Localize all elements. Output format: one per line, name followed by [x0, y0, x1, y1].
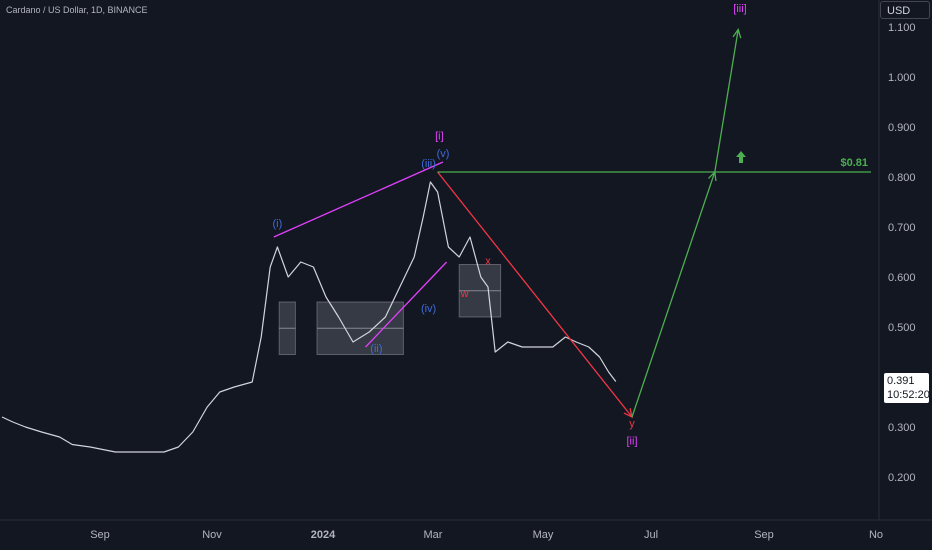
- wave-label-4: (iv): [421, 303, 436, 315]
- wave-label-7: x: [485, 256, 491, 268]
- wave-label-1: (v): [437, 148, 450, 160]
- level-label-0: $0.81: [840, 157, 868, 169]
- wave-label-6: w: [460, 288, 469, 300]
- x-axis: Sep Nov 2024 Mar May Jul Sep No: [90, 529, 883, 541]
- wave-label-5: (ii): [370, 343, 382, 355]
- y-tick-6: 0.500: [888, 322, 916, 334]
- trendline-3: [631, 29, 739, 418]
- x-tick-4: May: [533, 529, 554, 541]
- y-tick-4: 0.700: [888, 222, 916, 234]
- y-tick-8: 0.200: [888, 472, 916, 484]
- candle-countdown: 10:52:20: [887, 389, 930, 401]
- trendline-2: [437, 171, 633, 418]
- trendline-0: [273, 161, 444, 238]
- wave-label-9: [ii]: [627, 436, 638, 448]
- trendline-1: [365, 261, 448, 348]
- price-series-layer: [1, 181, 617, 453]
- y-tick-0: 1.100: [888, 22, 916, 34]
- price-line: [1, 181, 617, 453]
- annotations-layer: [i] (v)(iii) (i) (iv) (ii) w x y [ii] [iii]: [273, 3, 747, 448]
- wave-label-8: y: [629, 418, 635, 430]
- x-tick-2: 2024: [311, 529, 336, 541]
- wave-label-2: (iii): [421, 158, 436, 170]
- y-tick-3: 0.800: [888, 172, 916, 184]
- trendline-arrowhead-3: [732, 28, 742, 39]
- x-tick-5: Jul: [644, 529, 658, 541]
- trendlines-layer: [273, 28, 742, 419]
- x-tick-7: No: [869, 529, 883, 541]
- wave-label-0: [i]: [435, 131, 444, 143]
- current-price: 0.391: [887, 375, 915, 387]
- y-tick-2: 0.900: [888, 122, 916, 134]
- y-tick-1: 1.000: [888, 72, 916, 84]
- zones-layer: [278, 264, 502, 355]
- current-price-badge: 0.391 10:52:20: [884, 373, 930, 403]
- y-tick-5: 0.600: [888, 272, 916, 284]
- x-tick-0: Sep: [90, 529, 110, 541]
- wave-label-10: [iii]: [733, 3, 746, 15]
- x-tick-6: Sep: [754, 529, 774, 541]
- y-tick-7: 0.300: [888, 422, 916, 434]
- up-arrow-icon: [736, 151, 746, 163]
- levels-layer: $0.81: [437, 157, 871, 173]
- chart-title: Cardano / US Dollar, 1D, BINANCE: [6, 5, 148, 15]
- y-axis: 1.100 1.000 0.900 0.800 0.700 0.600 0.500 0.300…: [888, 22, 916, 484]
- x-tick-3: Mar: [424, 529, 443, 541]
- x-tick-1: Nov: [202, 529, 222, 541]
- wave-label-3: (i): [273, 218, 283, 230]
- currency-selector[interactable]: USD: [880, 1, 930, 19]
